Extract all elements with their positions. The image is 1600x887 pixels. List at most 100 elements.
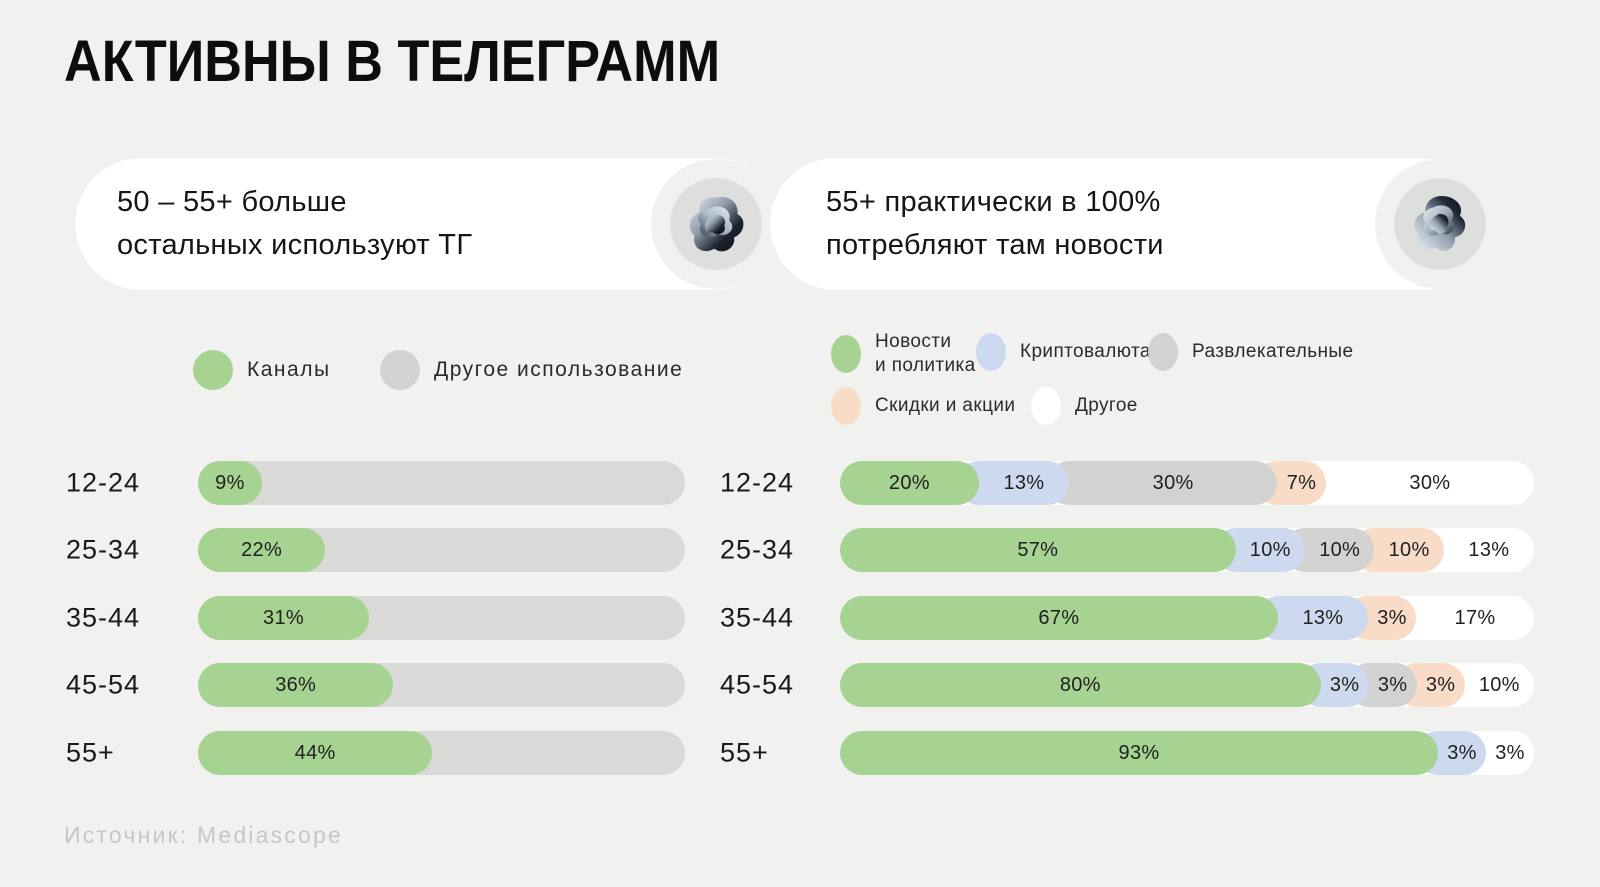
segment-value-label: 17% — [1454, 606, 1496, 629]
segment-value-label: 10% — [1319, 538, 1361, 561]
callout-telegram-usage: 50 – 55+ больше остальных используют ТГ — [75, 158, 781, 290]
segment-value-label: 80% — [1059, 673, 1101, 696]
bar-track: 57% 10% 10% 10% 13% — [840, 528, 1534, 572]
segment-value-label: 3% — [1377, 606, 1407, 629]
legend-label: Новости и политика — [875, 331, 976, 376]
bar-track: 31% — [198, 596, 685, 640]
bar-segment: 93% — [840, 731, 1438, 775]
legend-swatch-white — [1031, 387, 1061, 425]
legend-swatch-green — [831, 334, 861, 373]
callout-text: 55+ практически в 100% потребляют там но… — [826, 181, 1164, 268]
segment-value-label: 44% — [294, 741, 336, 764]
segment-value-label: 3% — [1425, 673, 1456, 696]
segment-value-label: 3% — [1495, 741, 1525, 764]
segment-value-label: 10% — [1249, 538, 1291, 561]
segment-value-label: 67% — [1038, 606, 1080, 629]
bar-segment: 30% — [1303, 461, 1534, 505]
segment-value-label: 3% — [1447, 741, 1477, 764]
bar-row: 12-24 20% 13% 30% 7% 30% — [720, 461, 1534, 505]
segment-value-label: 31% — [263, 606, 304, 629]
segment-value-label: 9% — [215, 471, 245, 494]
bar-row: 35-44 67% 13% 3% 17% — [720, 596, 1534, 640]
bar-row: 25-34 57% 10% 10% 10% 13% — [720, 528, 1534, 572]
legend-label: Криптовалюта — [1020, 341, 1151, 363]
legend-label: Развлекательные — [1192, 341, 1354, 363]
bar-segment: 31% — [198, 596, 369, 640]
legend-item-news-politics: Новости и политика — [831, 330, 976, 378]
age-group-label: 12-24 — [720, 467, 795, 498]
age-group-label: 45-54 — [66, 669, 141, 700]
segment-value-label: 13% — [1302, 606, 1344, 629]
callout-notch-circle — [1375, 159, 1505, 289]
segment-value-label: 13% — [1003, 471, 1045, 494]
segment-value-label: 10% — [1388, 538, 1430, 561]
segment-value-label: 13% — [1468, 538, 1510, 561]
age-group-label: 55+ — [66, 737, 115, 768]
segment-value-label: 30% — [1409, 471, 1451, 494]
bar-segment: 30% — [1047, 461, 1278, 505]
legend-swatch-gray — [380, 350, 420, 390]
legend-item-channels: Каналы — [193, 350, 331, 390]
metal-circle — [670, 178, 762, 270]
age-group-label: 12-24 — [66, 467, 141, 498]
segment-value-label: 93% — [1118, 741, 1160, 764]
bar-track: 9% — [198, 461, 685, 505]
bar-segment: 44% — [198, 731, 433, 775]
callout-news-consumption: 55+ практически в 100% потребляют там но… — [770, 158, 1505, 290]
callout-notch-circle — [651, 159, 781, 289]
segment-value-label: 10% — [1478, 673, 1520, 696]
legend-item-other: Другое — [1031, 387, 1138, 425]
bar-segment: 13% — [1255, 596, 1369, 640]
callout-line: остальных используют ТГ — [117, 229, 473, 261]
legend-swatch-gray — [1148, 333, 1178, 371]
bar-row: 25-34 22% — [66, 528, 685, 572]
segment-value-label: 30% — [1152, 471, 1194, 494]
legend-swatch-blue — [976, 333, 1006, 371]
bar-segment: 22% — [198, 528, 326, 572]
legend-label: Другое использование — [434, 358, 684, 381]
age-group-label: 35-44 — [720, 602, 795, 633]
source-caption: Источник: Mediascope — [64, 822, 343, 848]
bar-track: 80% 3% 3% 3% 10% — [840, 663, 1534, 707]
segment-value-label: 7% — [1286, 471, 1317, 494]
bar-segment: 9% — [198, 461, 262, 505]
legend-item-crypto: Криптовалюта — [976, 333, 1151, 371]
bar-track: 22% — [198, 528, 685, 572]
bar-segment: 20% — [840, 461, 979, 505]
bar-segment: 57% — [840, 528, 1236, 572]
segment-value-label: 20% — [888, 471, 930, 494]
bar-row: 35-44 31% — [66, 596, 685, 640]
bar-track: 44% — [198, 731, 685, 775]
legend-item-discounts: Скидки и акции — [831, 387, 1015, 425]
bar-track: 20% 13% 30% 7% 30% — [840, 461, 1534, 505]
age-group-label: 55+ — [720, 737, 769, 768]
bar-row: 45-54 80% 3% 3% 3% 10% — [720, 663, 1534, 707]
segment-value-label: 22% — [241, 538, 283, 561]
bar-row: 55+ 44% — [66, 731, 685, 775]
bar-row: 45-54 36% — [66, 663, 685, 707]
page-title: АКТИВНЫ В ТЕЛЕГРАММ — [64, 29, 721, 94]
bar-track: 67% 13% 3% 17% — [840, 596, 1534, 640]
bar-track: 93% 3% 3% — [840, 731, 1534, 775]
crumpled-foil-icon — [1414, 195, 1466, 251]
content-stacked-bar-chart: 12-24 20% 13% 30% 7% 30% 25-34 57% 10% 10% 10% 13% 3… — [720, 461, 1534, 779]
bar-row: 55+ 93% 3% 3% — [720, 731, 1534, 775]
crumpled-foil-icon — [689, 196, 744, 252]
bar-row: 12-24 9% — [66, 461, 685, 505]
bar-segment: 36% — [198, 663, 394, 707]
segment-value-label: 36% — [275, 673, 317, 696]
legend-label: Скидки и акции — [875, 395, 1016, 417]
segment-value-label: 3% — [1329, 673, 1360, 696]
segment-value-label: 57% — [1017, 538, 1059, 561]
legend-label: Другое — [1075, 395, 1138, 417]
callout-text: 50 – 55+ больше остальных используют ТГ — [117, 181, 472, 268]
legend-label: Каналы — [247, 358, 331, 381]
legend-item-entertainment: Развлекательные — [1148, 333, 1353, 371]
callout-line: потребляют там новости — [826, 229, 1164, 261]
age-group-label: 35-44 — [66, 602, 141, 633]
legend-swatch-peach — [831, 387, 861, 425]
age-group-label: 25-34 — [720, 534, 795, 565]
channels-bar-chart: 12-24 9% 25-34 22% 35-44 31% 45-54 36% 55+ 44% — [66, 461, 685, 779]
bar-segment: 3% — [1346, 596, 1417, 640]
